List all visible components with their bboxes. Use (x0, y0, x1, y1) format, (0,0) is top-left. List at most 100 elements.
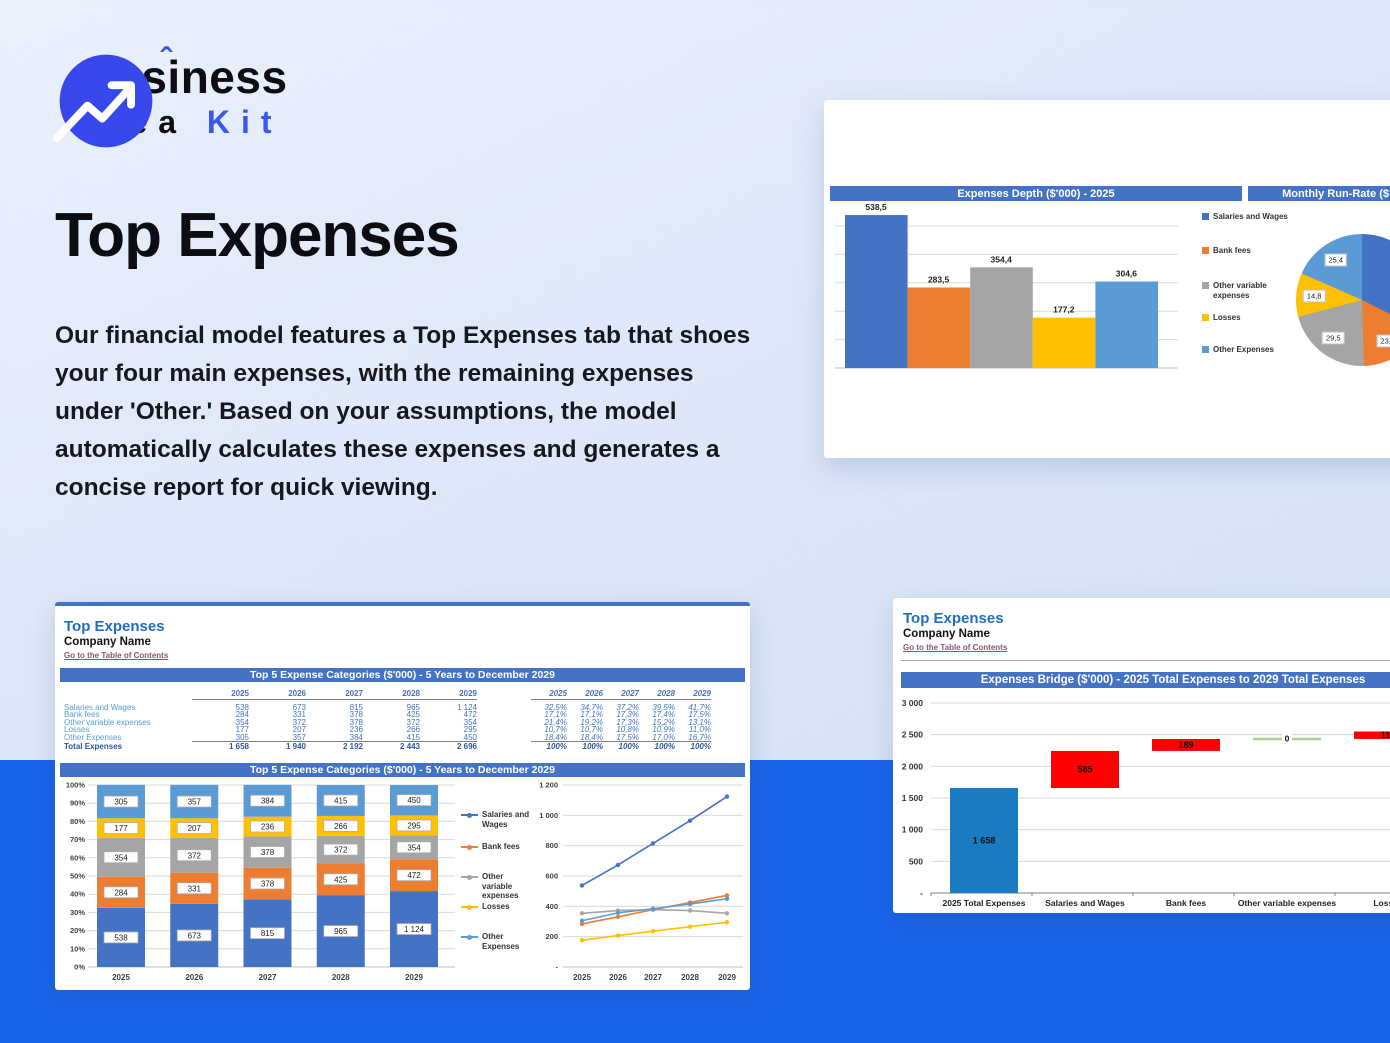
table-row: Other Expenses 305 357 384 415 450 (64, 732, 477, 742)
svg-text:450: 450 (407, 796, 421, 805)
svg-text:-: - (556, 963, 559, 972)
svg-text:673: 673 (188, 931, 202, 940)
data-point (579, 921, 585, 927)
table-row: 10,7% 10,7% 10,8% 10,9% 11,0% (544, 725, 711, 735)
svg-text:372: 372 (334, 846, 348, 855)
svg-text:0: 0 (1285, 733, 1290, 743)
bar-label-box (176, 822, 212, 834)
bar-label-box (103, 931, 139, 944)
svg-text:2026: 2026 (609, 973, 627, 982)
svg-text:20%: 20% (70, 926, 85, 935)
top5-values-table: 2025 2026 2027 2028 2029 Salaries and Wages 53… (64, 688, 477, 752)
legend-entry: Bank fees (461, 842, 533, 852)
depth-chart-legend: Salaries and Wages Bank fees Other variabl… (1202, 204, 1294, 364)
data-point (724, 920, 730, 925)
bar-label-box (396, 869, 432, 882)
svg-text:2025 Total Expenses: 2025 Total Expenses (943, 898, 1026, 908)
svg-text:585: 585 (1077, 764, 1092, 774)
svg-text:800: 800 (545, 841, 558, 850)
trending-arrow-logo-icon (52, 54, 153, 148)
svg-text:90%: 90% (70, 799, 85, 808)
divider (901, 660, 1390, 661)
bar-label-box (103, 822, 139, 834)
table-header-row: 2025 2026 2027 2028 2029 (531, 688, 711, 700)
legend-entry: Losses (461, 902, 533, 912)
legend-marker (1202, 346, 1209, 353)
bar-label-box (250, 927, 285, 940)
pie-slice-label: 29,5 (1321, 331, 1345, 345)
svg-text:2 500: 2 500 (902, 730, 924, 740)
bar-label-box (323, 843, 359, 856)
legend-entry: Other variable expenses (461, 872, 533, 901)
table-of-contents-link[interactable]: Go to the Table of Contents (903, 643, 1008, 652)
top5-sheet-panel: Top Expenses Company Name Go to the Tabl… (55, 602, 750, 990)
data-point (579, 937, 585, 943)
legend-entry: Other variable expenses (1202, 281, 1288, 300)
legend-marker (461, 812, 478, 818)
svg-text:372: 372 (188, 851, 202, 860)
svg-text:50%: 50% (70, 872, 85, 881)
data-point (687, 818, 693, 823)
legend-entry: Other Expenses (1202, 345, 1288, 355)
table-row: 100% 100% 100% 100% 100% (531, 741, 711, 752)
bar-label-box (250, 794, 285, 807)
table-row: 18,4% 18,4% 17,5% 17,0% 16,7% (544, 732, 711, 742)
svg-text:357: 357 (188, 798, 202, 807)
data-point (650, 906, 656, 911)
svg-text:305: 305 (114, 798, 128, 807)
bar-label-box (176, 849, 212, 862)
depth-chart-title: Expenses Depth ($'000) - 2025 (830, 186, 1242, 201)
bar (907, 287, 971, 368)
svg-text:2027: 2027 (259, 973, 277, 982)
bar-label-box (396, 841, 432, 854)
svg-text:2025: 2025 (573, 973, 591, 982)
bar-label-box (396, 794, 432, 807)
svg-text:1 658: 1 658 (973, 835, 996, 845)
svg-text:10%: 10% (70, 944, 85, 953)
legend-entry: Other Expenses (461, 932, 533, 951)
data-point (615, 862, 621, 868)
legend-entry: Losses (1202, 313, 1288, 323)
svg-text:295: 295 (407, 821, 421, 830)
table-row: 21,4% 19,2% 17,3% 15,2% 13,1% (544, 717, 711, 727)
svg-text:118: 118 (1381, 730, 1390, 740)
top5-stacked-bar-chart: 0% 10% 20% 30% 40% 50% 60% 70% 80% 90% 100% 538 284 3… (66, 781, 455, 982)
bar (1032, 317, 1096, 368)
table-row: Other variable expenses 354 372 378 372 354 (64, 717, 477, 727)
svg-text:236: 236 (261, 822, 275, 831)
data-point (579, 918, 585, 923)
data-point (724, 893, 730, 898)
svg-text:354: 354 (114, 853, 128, 862)
table-row: Salaries and Wages 538 673 815 965 1 124 (64, 702, 477, 712)
data-point (687, 901, 693, 907)
legend-marker (461, 934, 478, 940)
data-point (724, 794, 730, 799)
svg-text:2025: 2025 (112, 973, 130, 982)
table-header-row: 2025 2026 2027 2028 2029 (64, 688, 477, 700)
svg-text:Losses: Losses (1373, 898, 1390, 908)
svg-text:538,5: 538,5 (865, 202, 887, 212)
legend-marker (1202, 213, 1209, 220)
bar-label-box (250, 846, 285, 858)
svg-text:378: 378 (261, 880, 275, 889)
waterfall-bar (950, 787, 1018, 893)
runrate-chart-title: Monthly Run-Rate ($'000) - 2025 (1248, 186, 1390, 201)
sheet-heading: Top Expenses (64, 618, 165, 635)
svg-text:354: 354 (407, 843, 421, 852)
legend-entry: Salaries and Wages (1202, 212, 1288, 222)
svg-text:815: 815 (261, 929, 275, 938)
page-title: Top Expenses (55, 201, 460, 270)
svg-text:-: - (920, 888, 923, 898)
bar-label-box (176, 929, 212, 942)
table-row: 17,1% 17,1% 17,3% 17,4% 17,5% (544, 710, 711, 720)
svg-text:415: 415 (334, 796, 348, 805)
pie-slice-label: 25,4 (1324, 253, 1348, 267)
top5-line-chart: 1 200 1 000 800 600 400 200 - 2025 2026 2027 2028 2… (539, 781, 743, 982)
table-of-contents-link[interactable]: Go to the Table of Contents (64, 651, 169, 660)
bar (1095, 281, 1158, 368)
svg-text:60%: 60% (70, 853, 85, 862)
svg-text:500: 500 (909, 856, 923, 866)
bar-label-box (103, 886, 139, 899)
data-point (687, 924, 693, 929)
svg-text:384: 384 (261, 797, 275, 806)
